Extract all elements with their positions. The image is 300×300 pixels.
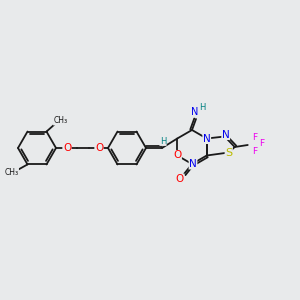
Text: F: F bbox=[252, 133, 257, 142]
Text: N: N bbox=[222, 130, 230, 140]
Text: O: O bbox=[63, 143, 71, 153]
Text: N: N bbox=[189, 159, 197, 169]
Text: N: N bbox=[191, 107, 199, 117]
Text: CH₃: CH₃ bbox=[53, 116, 68, 125]
Text: F: F bbox=[259, 140, 264, 148]
Text: F: F bbox=[252, 148, 257, 157]
Text: O: O bbox=[95, 143, 103, 153]
Text: O: O bbox=[176, 174, 184, 184]
Text: N: N bbox=[203, 134, 211, 143]
Text: H: H bbox=[160, 136, 166, 146]
Text: O: O bbox=[173, 151, 182, 160]
Text: H: H bbox=[199, 103, 205, 112]
Text: CH₃: CH₃ bbox=[4, 168, 19, 177]
Text: S: S bbox=[225, 148, 232, 158]
